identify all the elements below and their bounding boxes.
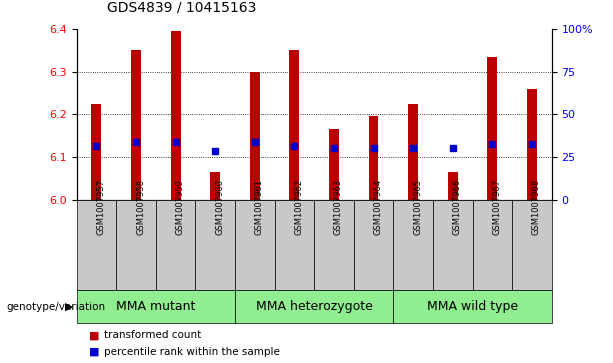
Text: ■: ■ xyxy=(89,330,99,340)
Bar xyxy=(487,57,497,200)
Text: GSM1007959: GSM1007959 xyxy=(175,179,185,235)
Bar xyxy=(196,200,235,290)
Text: transformed count: transformed count xyxy=(104,330,202,340)
Bar xyxy=(329,129,339,200)
Text: GSM1007964: GSM1007964 xyxy=(373,179,383,235)
Text: GSM1007963: GSM1007963 xyxy=(334,179,343,235)
Bar xyxy=(131,50,141,200)
Text: GSM1007968: GSM1007968 xyxy=(532,179,541,235)
Text: GSM1007958: GSM1007958 xyxy=(136,179,145,235)
Bar xyxy=(250,72,260,200)
Text: MMA wild type: MMA wild type xyxy=(427,300,518,313)
Bar xyxy=(394,200,433,290)
Bar xyxy=(447,172,458,200)
Bar xyxy=(77,200,116,290)
Bar xyxy=(156,200,196,290)
Bar xyxy=(368,117,378,200)
Bar xyxy=(275,200,314,290)
Text: GSM1007965: GSM1007965 xyxy=(413,179,422,235)
Text: ▶: ▶ xyxy=(65,302,74,312)
Text: genotype/variation: genotype/variation xyxy=(6,302,105,312)
Text: percentile rank within the sample: percentile rank within the sample xyxy=(104,347,280,357)
Text: GSM1007966: GSM1007966 xyxy=(453,179,462,235)
Bar xyxy=(473,200,512,290)
Bar xyxy=(408,104,418,200)
Text: GSM1007957: GSM1007957 xyxy=(96,179,105,235)
Bar xyxy=(91,104,101,200)
Text: GSM1007961: GSM1007961 xyxy=(255,179,264,235)
Bar xyxy=(394,290,552,323)
Text: GSM1007962: GSM1007962 xyxy=(294,179,303,235)
Bar xyxy=(512,200,552,290)
Text: GDS4839 / 10415163: GDS4839 / 10415163 xyxy=(107,0,257,15)
Bar xyxy=(235,290,394,323)
Bar xyxy=(210,172,220,200)
Bar xyxy=(170,31,181,200)
Bar xyxy=(433,200,473,290)
Bar xyxy=(354,200,394,290)
Bar xyxy=(289,50,299,200)
Text: GSM1007960: GSM1007960 xyxy=(215,179,224,235)
Bar xyxy=(527,89,537,200)
Bar xyxy=(77,290,235,323)
Text: MMA mutant: MMA mutant xyxy=(116,300,196,313)
Text: GSM1007967: GSM1007967 xyxy=(492,179,501,235)
Bar xyxy=(314,200,354,290)
Bar xyxy=(235,200,275,290)
Text: MMA heterozygote: MMA heterozygote xyxy=(256,300,373,313)
Bar xyxy=(116,200,156,290)
Text: ■: ■ xyxy=(89,347,99,357)
